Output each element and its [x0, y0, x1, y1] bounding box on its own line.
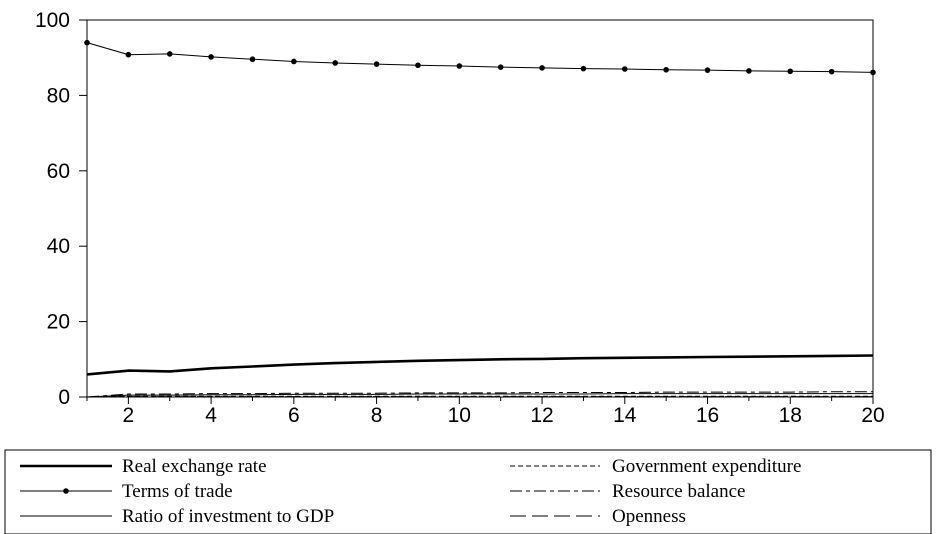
data-point: [663, 66, 669, 73]
plot-frame: [86, 19, 874, 398]
legend-label: Government expenditure: [612, 456, 801, 477]
data-point: [787, 68, 794, 75]
x-tick-label: 18: [779, 404, 802, 427]
y-tick-label: 40: [47, 235, 70, 258]
series-line: [86, 354, 874, 376]
series-line: [86, 42, 874, 73]
series-line: [86, 395, 873, 398]
y-tick-label: 0: [58, 386, 70, 409]
legend: Real exchange rate Government expenditure…: [20, 456, 801, 527]
x-tick-label: 20: [861, 404, 884, 427]
legend-label: Real exchange rate: [122, 456, 267, 477]
x-tick-label: 12: [530, 404, 553, 427]
y-tick-label: 20: [47, 311, 70, 334]
data-point: [704, 67, 711, 73]
x-tick-label: 4: [205, 404, 217, 427]
x-tick-label: 10: [448, 404, 471, 427]
data-point: [497, 64, 504, 70]
legend-label: Ratio of investment to GDP: [122, 506, 334, 527]
data-point: [828, 68, 835, 75]
legend-label: Openness: [612, 506, 686, 527]
data-point: [208, 54, 214, 60]
data-point: [746, 68, 752, 74]
data-point: [373, 61, 380, 67]
legend-box: [4, 449, 932, 534]
y-tick-label: 80: [47, 84, 70, 107]
y-tick-label: 60: [47, 160, 70, 183]
data-point: [539, 65, 545, 71]
x-tick-label: 14: [613, 404, 637, 427]
y-tick-label: 100: [35, 9, 70, 32]
data-point: [166, 51, 173, 57]
x-axis: 2 4 6 8 10 12 14 16 18 20: [86, 397, 885, 427]
legend-marker: [63, 488, 69, 494]
data-point: [125, 51, 132, 58]
x-tick-label: 2: [123, 404, 135, 427]
y-axis: 0 20 40 60 80 100: [35, 9, 87, 409]
data-point: [870, 69, 876, 76]
series-line: [86, 393, 873, 398]
data-point: [621, 66, 628, 72]
x-tick-label: 6: [288, 404, 300, 427]
data-point: [291, 58, 297, 65]
series-lines: [84, 39, 876, 398]
legend-label: Terms of trade: [122, 481, 233, 502]
x-tick-label: 8: [371, 404, 383, 427]
data-point: [249, 56, 256, 63]
data-point: [456, 63, 463, 69]
data-point: [580, 65, 587, 72]
data-point: [332, 60, 339, 66]
data-point: [84, 39, 90, 46]
legend-label: Resource balance: [612, 481, 745, 502]
data-point: [415, 62, 421, 69]
x-tick-label: 16: [696, 404, 719, 427]
series-line: [86, 391, 873, 398]
